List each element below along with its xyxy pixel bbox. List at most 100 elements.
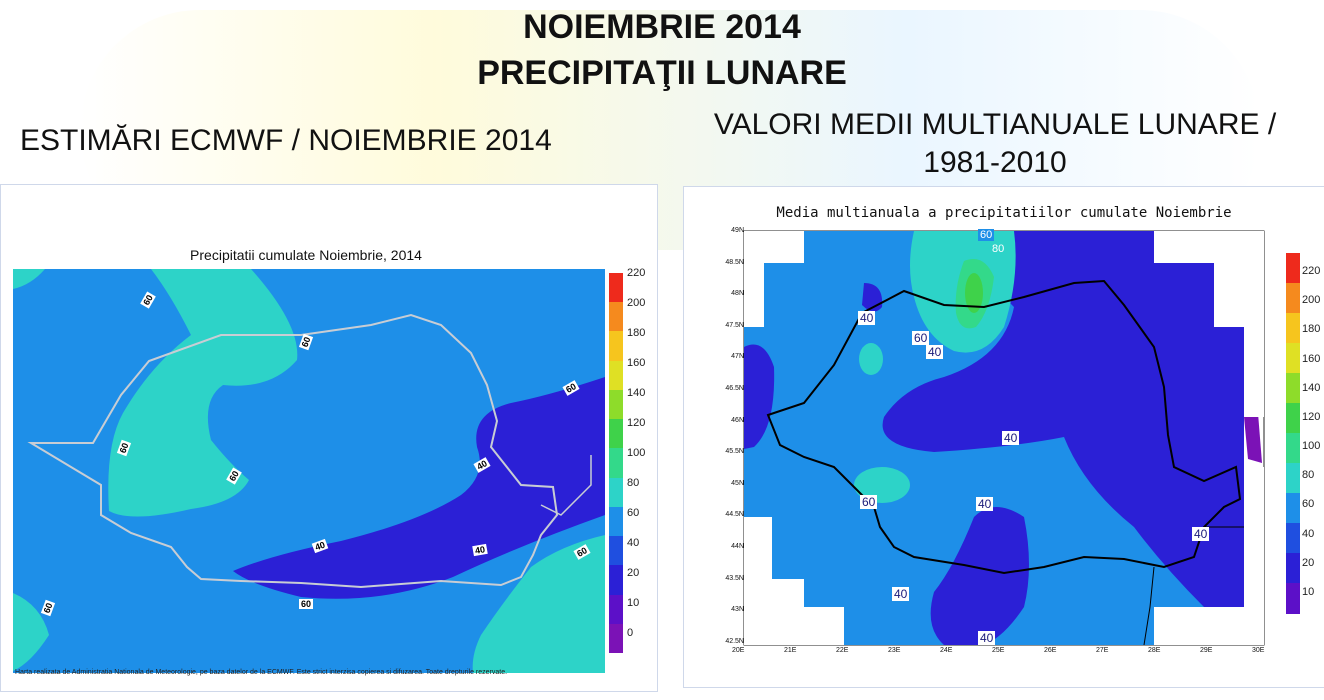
- lon-tick-label: 21E: [784, 647, 797, 654]
- lat-tick-label: 44.5N: [725, 511, 744, 519]
- lat-tick-label: 46N: [731, 416, 744, 424]
- contour-label: 40: [1002, 431, 1020, 445]
- left-map-title: Precipitatii cumulate Noiembrie, 2014: [190, 247, 422, 263]
- map-area-60-80: [859, 343, 883, 375]
- contour-label: 60: [978, 229, 995, 241]
- colorbar-swatch: [1286, 583, 1300, 614]
- map-area-20-40: [882, 231, 1244, 607]
- colorbar-tick-label: 20: [627, 567, 640, 579]
- colorbar-swatch: [1286, 283, 1300, 314]
- country-border: [766, 279, 1242, 575]
- colorbar-swatch: [609, 623, 623, 654]
- colorbar-swatch: [609, 536, 623, 566]
- colorbar-tick-label: 80: [1302, 469, 1315, 482]
- colorbar-swatch: [1286, 313, 1300, 344]
- map-footer-note: Harta realizata de Administratia Nationa…: [15, 669, 508, 676]
- contour-label: 60: [299, 599, 314, 609]
- map-mask: [804, 607, 844, 645]
- colorbar-tick-label: 40: [1302, 527, 1315, 540]
- contour-label: 80: [990, 243, 1007, 255]
- ecmwf-map-panel: Precipitatii cumulate Noiembrie, 2014 60…: [0, 184, 658, 692]
- lon-tick-label: 24E: [940, 647, 953, 654]
- right-colorbar: [1286, 253, 1300, 614]
- contour-label: 40: [926, 345, 944, 359]
- map-area-100-120: [965, 273, 983, 313]
- border-line: [1143, 566, 1155, 646]
- lat-tick-label: 47N: [731, 353, 744, 361]
- colorbar-tick-label: 160: [627, 357, 646, 369]
- colorbar-swatch: [1286, 523, 1300, 554]
- lat-tick-label: 47.5N: [725, 321, 744, 329]
- contour-label: 60: [912, 331, 930, 345]
- lat-tick-label: 48.5N: [725, 258, 744, 266]
- map-mask: [1154, 607, 1244, 645]
- colorbar-swatch: [609, 594, 623, 625]
- colorbar-swatch: [609, 273, 623, 303]
- colorbar-tick-label: 40: [627, 537, 640, 549]
- right-map-title: Media multianuala a precipitatiilor cumu…: [776, 205, 1232, 221]
- lon-tick-label: 25E: [992, 647, 1005, 654]
- colorbar-swatch: [609, 389, 623, 420]
- lat-tick-label: 45.5N: [725, 448, 744, 456]
- colorbar-swatch: [1286, 433, 1300, 464]
- lat-tick-label: 48N: [731, 290, 744, 298]
- lon-tick-label: 26E: [1044, 647, 1057, 654]
- map-area-20-40: [233, 377, 605, 599]
- colorbar-tick-label: 100: [1302, 440, 1321, 452]
- colorbar-tick-label: 140: [627, 387, 646, 399]
- colorbar-tick-label: 80: [627, 477, 640, 489]
- colorbar-swatch: [1286, 463, 1300, 494]
- colorbar-swatch: [609, 302, 623, 332]
- contour-label: 40: [978, 631, 996, 645]
- map-area-60-80: [472, 535, 605, 673]
- lat-tick-label: 43.5N: [725, 574, 744, 582]
- right-colorbar-ticks: 220 200 180 160 140 120 100 80 60 40 20 10: [1302, 265, 1324, 615]
- left-heading: ESTIMĂRI ECMWF / NOIEMBRIE 2014: [20, 124, 552, 157]
- map-mask: [772, 579, 804, 645]
- colorbar-tick-label: 20: [1302, 556, 1315, 569]
- map-area-60-80: [108, 269, 298, 517]
- contour-label: 40: [858, 311, 876, 325]
- colorbar-swatch: [1286, 253, 1300, 284]
- map-mask: [744, 517, 772, 645]
- contour-label: 40: [976, 497, 994, 511]
- map-area-60-80: [13, 593, 49, 671]
- colorbar-swatch: [1286, 493, 1300, 524]
- map-mask: [1244, 467, 1264, 645]
- colorbar-tick-label: 10: [1302, 585, 1315, 598]
- colorbar-swatch: [609, 360, 623, 391]
- colorbar-swatch: [1286, 553, 1300, 584]
- lat-tick-label: 46.5N: [725, 385, 744, 392]
- colorbar-swatch: [609, 565, 623, 596]
- longitude-ticks: 20E 21E 22E 23E 24E 25E 26E 27E 28E 29E 30E: [732, 647, 1272, 661]
- colorbar-swatch: [1286, 403, 1300, 434]
- colorbar-tick-label: 180: [1302, 323, 1321, 336]
- colorbar-swatch: [609, 448, 623, 479]
- lat-tick-label: 43N: [731, 606, 744, 614]
- lon-tick-label: 30E: [1252, 647, 1265, 654]
- page-subtitle: PRECIPITAŢII LUNARE: [477, 54, 847, 92]
- colorbar-tick-label: 220: [1302, 265, 1321, 277]
- right-heading: VALORI MEDII MULTIANUALE LUNARE / 1981-2…: [713, 108, 1277, 179]
- colorbar-tick-label: 120: [627, 417, 646, 429]
- lon-tick-label: 23E: [888, 647, 901, 654]
- map-mask: [1244, 327, 1264, 417]
- lon-tick-label: 29E: [1200, 647, 1213, 654]
- lon-tick-label: 28E: [1148, 647, 1161, 654]
- colorbar-swatch: [1286, 343, 1300, 374]
- contour-label: 40: [1192, 527, 1210, 541]
- coast-line: [540, 455, 592, 516]
- colorbar-swatch: [609, 331, 623, 362]
- map-area-20-40: [930, 507, 1029, 645]
- colorbar-tick-label: 200: [627, 297, 646, 309]
- map-area-60-80: [854, 467, 910, 503]
- colorbar-tick-label: 180: [627, 327, 646, 339]
- colorbar-tick-label: 160: [1302, 352, 1321, 365]
- map-area-0-10: [1244, 413, 1262, 463]
- map-mask: [764, 231, 804, 263]
- colorbar-tick-label: 120: [1302, 410, 1321, 423]
- left-colorbar: [609, 273, 623, 654]
- colorbar-swatch: [609, 419, 623, 449]
- colorbar-tick-label: 140: [1302, 381, 1321, 394]
- map-mask: [1154, 231, 1264, 263]
